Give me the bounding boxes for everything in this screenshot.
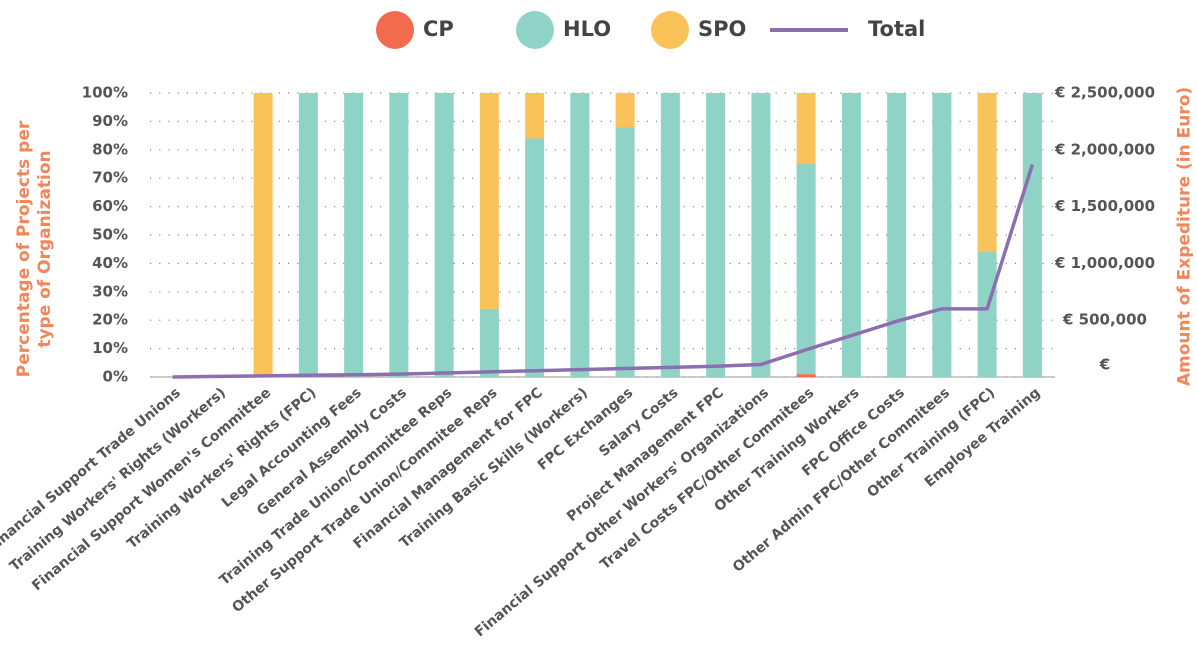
y-tick-label: 90% <box>92 112 128 130</box>
y2-tick-label: € 500,000 <box>1062 311 1147 329</box>
legend-swatch <box>516 11 554 49</box>
bar-segment <box>796 93 816 164</box>
bar-segment <box>525 138 545 377</box>
legend-label: Total <box>868 17 925 41</box>
bar-segment <box>389 93 409 377</box>
bar-segment <box>434 93 454 377</box>
y2-tick-label: € 1,500,000 <box>1054 197 1155 215</box>
y2-tick-label: € <box>1099 356 1110 374</box>
y-tick-label: 100% <box>82 84 128 102</box>
legend-swatch <box>651 11 689 49</box>
bar-segment <box>977 252 997 377</box>
legend-label: SPO <box>698 17 746 41</box>
bar-segment <box>615 127 635 377</box>
bar-segment <box>796 164 816 375</box>
bar-segment <box>615 93 635 128</box>
bar-segment <box>570 93 590 377</box>
legend-label: HLO <box>563 17 611 41</box>
y-tick-label: 80% <box>92 140 128 158</box>
y2-tick-label: € 2,000,000 <box>1054 140 1155 158</box>
bar-segment <box>660 93 680 377</box>
y-tick-label: 40% <box>92 254 128 272</box>
y-tick-label: 60% <box>92 197 128 215</box>
y2-tick-label: € 1,000,000 <box>1054 254 1155 272</box>
line <box>172 164 1035 379</box>
bar-segment <box>479 308 499 377</box>
bar-segment <box>1022 93 1042 377</box>
x-tick-label: Financial Support Other Workers' Organiz… <box>472 385 772 640</box>
y-tick-label: 30% <box>92 282 128 300</box>
legend-label: CP <box>423 17 454 41</box>
legend-swatch <box>376 11 414 49</box>
bar-segment <box>887 93 907 377</box>
y-tick-label: 50% <box>92 226 128 244</box>
bar-segment <box>344 93 364 377</box>
bar-segment <box>977 93 997 253</box>
bar-segment <box>932 93 952 377</box>
bar-segment <box>796 374 816 377</box>
y2-tick-label: € 2,500,000 <box>1054 84 1155 102</box>
y-tick-label: 20% <box>92 311 128 329</box>
bar-segment <box>479 93 499 309</box>
y-tick-label: 10% <box>92 339 128 357</box>
y-tick-label: 70% <box>92 169 128 187</box>
bar-segment <box>706 93 726 377</box>
bar-segment <box>253 93 273 377</box>
bar-segment <box>298 93 318 377</box>
bar-segment <box>841 93 861 377</box>
bar-segment <box>751 93 771 377</box>
y-tick-label: 0% <box>103 368 128 386</box>
bar-segment <box>525 93 545 139</box>
